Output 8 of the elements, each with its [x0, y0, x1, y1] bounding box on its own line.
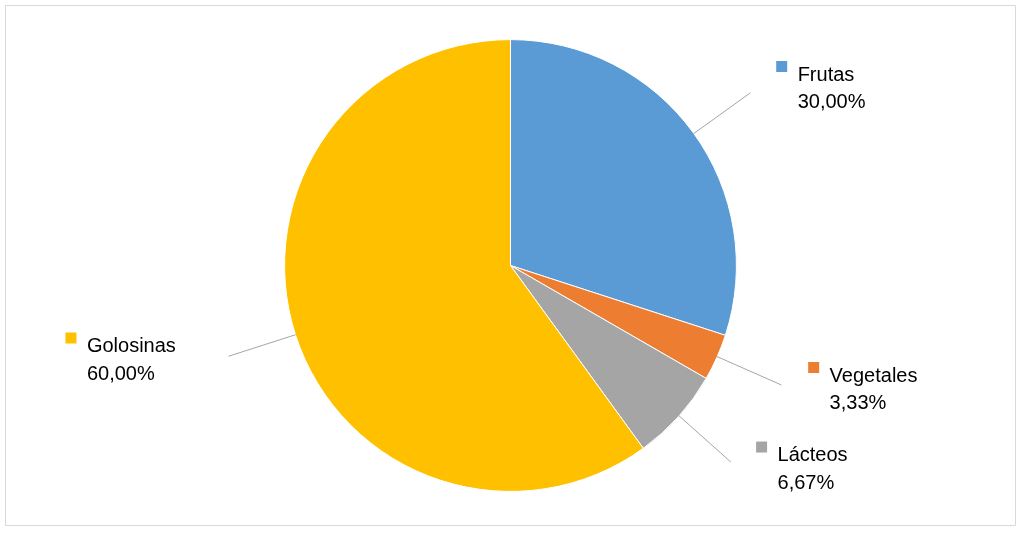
data-label: 6,67%: [777, 470, 835, 493]
legend-label: Golosinas: [86, 334, 176, 357]
legend-label: Vegetales: [829, 364, 918, 387]
data-label: 3,33%: [829, 391, 887, 414]
data-label: 30,00%: [797, 90, 866, 113]
data-label: 60,00%: [86, 361, 155, 384]
legend-label: Lácteos: [777, 443, 848, 466]
legend-label: Frutas: [797, 62, 855, 85]
